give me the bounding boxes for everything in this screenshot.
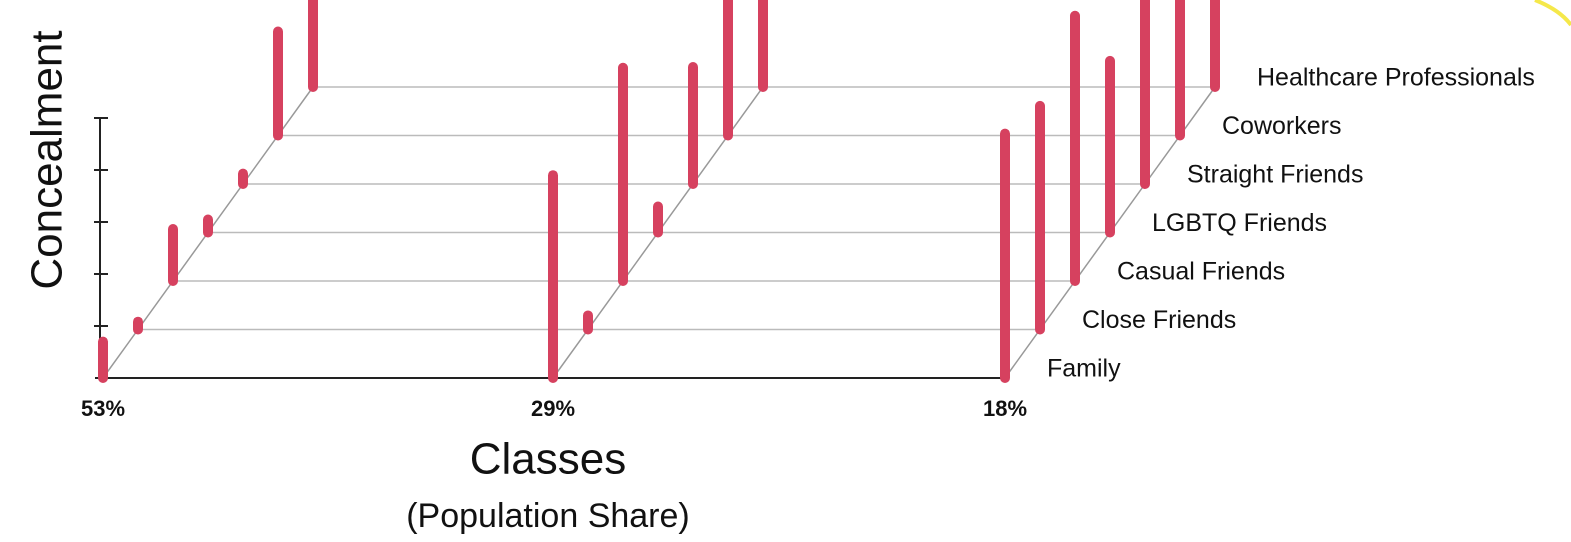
decoration (1534, 0, 1571, 27)
y-axis-title: Concealment (23, 30, 72, 289)
row-label: LGBTQ Friends (1152, 209, 1327, 237)
row-label: Straight Friends (1187, 161, 1363, 189)
row-label: Family (1047, 355, 1121, 383)
row-label: Healthcare Professionals (1257, 64, 1535, 92)
category-label: 18% (983, 396, 1027, 421)
category-label: 29% (531, 396, 575, 421)
x-axis-subtitle: (Population Share) (406, 497, 690, 535)
row-label: Coworkers (1222, 112, 1341, 140)
x-axis-title: Classes (470, 435, 627, 484)
row-label: Casual Friends (1117, 258, 1285, 286)
category-label: 53% (81, 396, 125, 421)
row-label: Close Friends (1082, 306, 1236, 334)
